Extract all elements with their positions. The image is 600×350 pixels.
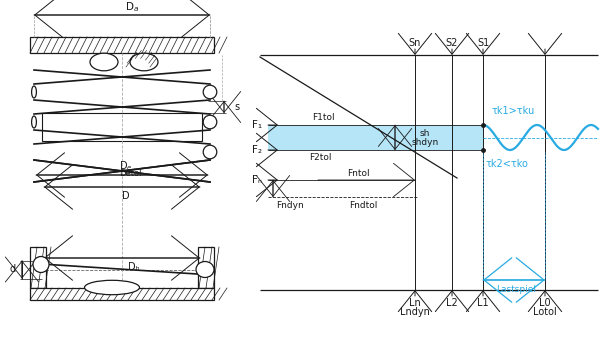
Text: Lastspiel: Lastspiel — [496, 286, 536, 294]
Text: Fndtol: Fndtol — [349, 202, 377, 210]
Bar — [198, 247, 214, 288]
Text: Fₙ: Fₙ — [252, 175, 262, 185]
Text: D$_e$: D$_e$ — [119, 159, 133, 173]
Text: τk1>τku: τk1>τku — [491, 106, 534, 116]
Ellipse shape — [85, 280, 139, 295]
Bar — [30, 247, 46, 288]
Ellipse shape — [32, 86, 37, 98]
Bar — [30, 288, 214, 300]
Circle shape — [203, 145, 217, 159]
Text: D: D — [122, 191, 130, 201]
Text: L2: L2 — [446, 298, 458, 308]
FancyBboxPatch shape — [42, 113, 202, 141]
Text: s: s — [234, 102, 239, 112]
Bar — [268, 125, 483, 150]
Ellipse shape — [196, 261, 214, 278]
Text: Fntol: Fntol — [347, 168, 370, 177]
Text: L1: L1 — [477, 298, 489, 308]
Circle shape — [33, 257, 49, 273]
Text: Lotol: Lotol — [533, 307, 557, 317]
Circle shape — [203, 115, 217, 129]
Ellipse shape — [130, 53, 158, 71]
Text: Dₕ: Dₕ — [128, 262, 140, 272]
Text: Fndyn: Fndyn — [276, 202, 304, 210]
Text: Detol: Detol — [119, 169, 141, 178]
Text: τk2<τko: τk2<τko — [486, 159, 529, 169]
Ellipse shape — [90, 53, 118, 71]
Text: shdyn: shdyn — [412, 138, 439, 147]
Text: F1tol: F1tol — [311, 112, 334, 121]
Text: F₂: F₂ — [252, 145, 262, 155]
Text: S2: S2 — [446, 38, 458, 48]
Text: L0: L0 — [539, 298, 551, 308]
Text: D$_a$: D$_a$ — [125, 0, 139, 14]
Text: S1: S1 — [477, 38, 489, 48]
Text: sh: sh — [420, 129, 430, 138]
Bar — [30, 37, 214, 53]
Text: Sn: Sn — [409, 38, 421, 48]
Ellipse shape — [32, 116, 37, 128]
Text: F₁: F₁ — [252, 120, 262, 130]
Circle shape — [203, 85, 217, 99]
Text: F2tol: F2tol — [309, 154, 331, 162]
Text: d: d — [10, 265, 16, 274]
Text: Ln: Ln — [409, 298, 421, 308]
Text: Lndyn: Lndyn — [400, 307, 430, 317]
